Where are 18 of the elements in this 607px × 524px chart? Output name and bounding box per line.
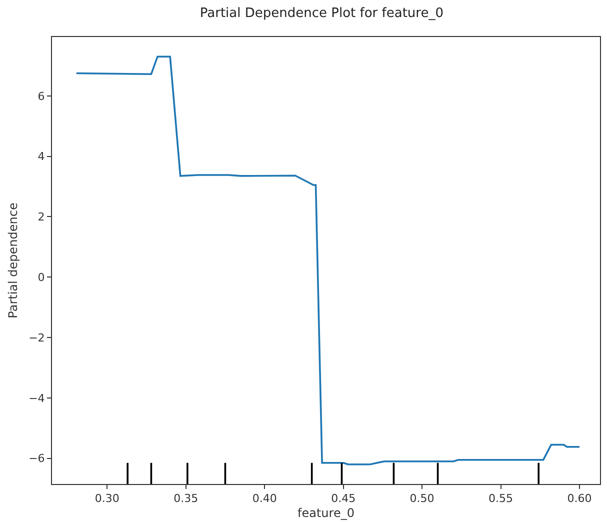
line-series [76,56,580,466]
x-tick-label: 0.45 [331,492,356,506]
x-tick-label: 0.60 [567,492,592,506]
x-tick-label: 0.55 [488,492,514,506]
y-tick-label: −6 [28,452,45,466]
y-tick-label: 0 [38,270,45,284]
x-tick-label: 0.50 [410,492,434,506]
y-tick-label: 2 [38,210,45,224]
y-tick-label: 4 [38,150,45,164]
y-tick-label: 6 [38,90,45,103]
y-tick-label: −2 [28,331,45,344]
chart-title: Partial Dependence Plot for feature_0 [200,6,444,21]
x-tick-label: 0.40 [252,492,277,506]
x-tick-label: 0.35 [174,492,198,506]
y-tick-label: −4 [28,392,45,405]
x-tick-label: 0.30 [94,492,120,506]
y-axis-title: Partial dependence [6,202,20,318]
x-axis-title: feature_0 [298,506,354,520]
